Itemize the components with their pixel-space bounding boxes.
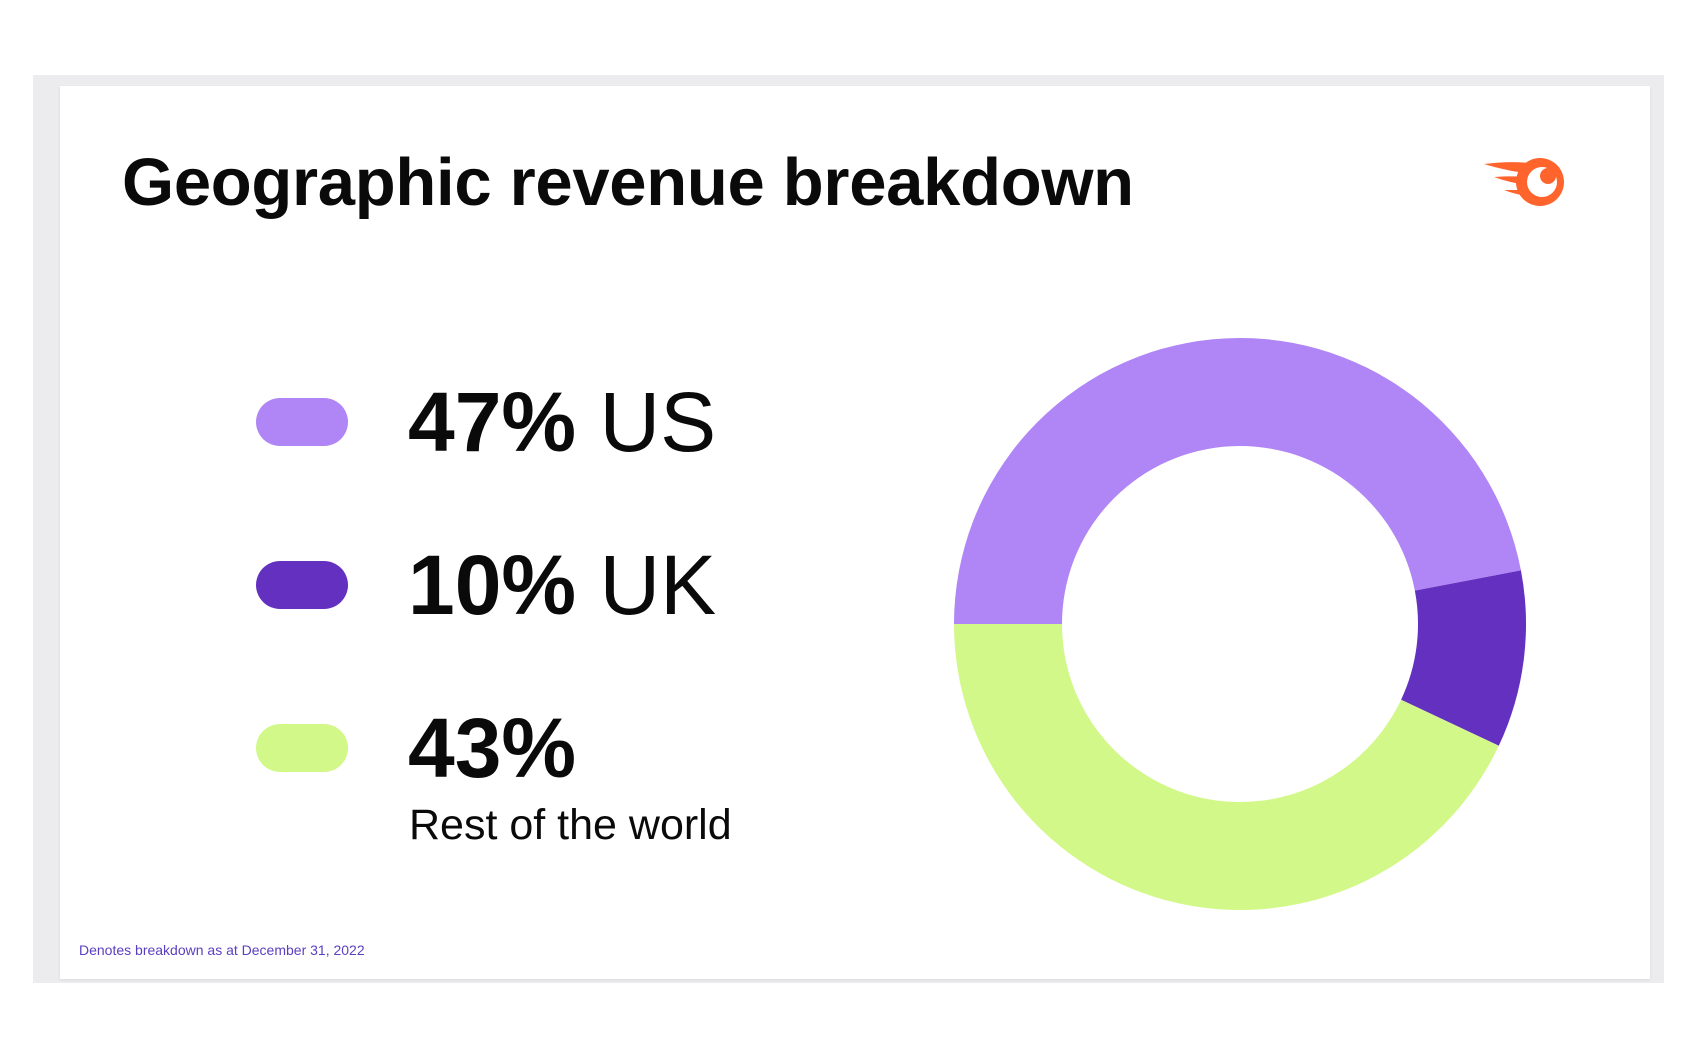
legend-sublabel: Rest of the world — [409, 801, 732, 849]
footnote: Denotes breakdown as at December 31, 202… — [79, 942, 365, 958]
slide-title: Geographic revenue breakdown — [122, 145, 1134, 220]
legend-region: UK — [576, 538, 717, 632]
legend-swatch — [256, 724, 348, 772]
legend-value: 10% UK — [408, 543, 716, 627]
slide: Geographic revenue breakdown 47% US 10% … — [60, 86, 1650, 979]
legend-value: 43% — [408, 706, 576, 790]
donut-slice-us — [954, 338, 1521, 624]
legend-percent: 47% — [408, 375, 577, 469]
semrush-logo-icon — [1484, 158, 1564, 206]
legend-percent: 43% — [408, 701, 577, 795]
legend-region: US — [576, 375, 717, 469]
legend-swatch — [256, 561, 348, 609]
donut-chart — [954, 338, 1526, 911]
donut-slice-uk — [1401, 570, 1526, 746]
legend-percent: 10% — [408, 538, 577, 632]
legend-value: 47% US — [408, 380, 716, 464]
legend-swatch — [256, 398, 348, 446]
donut-slice-rest-of-the-world — [954, 624, 1499, 911]
